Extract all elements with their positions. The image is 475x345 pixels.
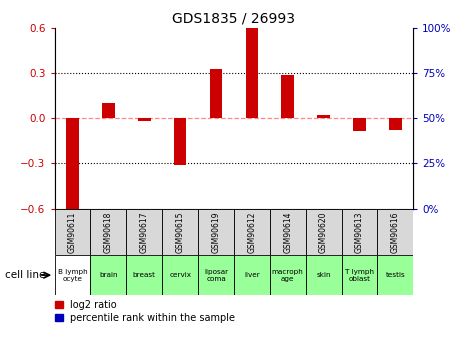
Bar: [198, 209, 234, 255]
Bar: [91, 209, 126, 255]
Title: GDS1835 / 26993: GDS1835 / 26993: [172, 11, 295, 25]
Text: B lymph
ocyte: B lymph ocyte: [58, 269, 87, 282]
Text: GSM90614: GSM90614: [283, 211, 292, 253]
Bar: [141, 119, 148, 128]
Bar: [174, 118, 186, 165]
Text: skin: skin: [316, 272, 331, 278]
Text: macroph
age: macroph age: [272, 269, 304, 282]
Text: brain: brain: [99, 272, 118, 278]
Legend: log2 ratio, percentile rank within the sample: log2 ratio, percentile rank within the s…: [55, 300, 235, 323]
Bar: [234, 209, 270, 255]
Bar: [248, 56, 255, 65]
Text: GSM90619: GSM90619: [211, 211, 220, 253]
Bar: [69, 168, 76, 177]
Text: GSM90620: GSM90620: [319, 211, 328, 253]
Text: liver: liver: [244, 272, 260, 278]
Bar: [378, 255, 413, 295]
Bar: [317, 115, 330, 118]
Bar: [389, 118, 401, 130]
Bar: [210, 69, 222, 118]
Bar: [270, 209, 306, 255]
Bar: [246, 28, 258, 118]
Bar: [342, 255, 378, 295]
Text: cell line: cell line: [5, 270, 45, 280]
Text: GSM90612: GSM90612: [247, 211, 257, 253]
Bar: [126, 209, 162, 255]
Bar: [320, 109, 327, 117]
Bar: [342, 209, 378, 255]
Bar: [198, 255, 234, 295]
Text: breast: breast: [133, 272, 156, 278]
Bar: [55, 255, 91, 295]
Bar: [285, 87, 291, 95]
Bar: [126, 255, 162, 295]
Bar: [213, 78, 219, 86]
Bar: [162, 255, 198, 295]
Bar: [306, 255, 342, 295]
Bar: [55, 209, 91, 255]
Bar: [91, 255, 126, 295]
Bar: [392, 150, 399, 159]
Text: GSM90618: GSM90618: [104, 211, 113, 253]
Text: GSM90615: GSM90615: [176, 211, 185, 253]
Bar: [282, 75, 294, 118]
Text: GSM90617: GSM90617: [140, 211, 149, 253]
Text: liposar
coma: liposar coma: [204, 269, 228, 282]
Bar: [105, 96, 112, 104]
Bar: [177, 157, 183, 166]
Bar: [162, 209, 198, 255]
Text: GSM90611: GSM90611: [68, 211, 77, 253]
Bar: [306, 209, 342, 255]
Text: cervix: cervix: [169, 272, 191, 278]
Bar: [353, 118, 366, 131]
Text: GSM90613: GSM90613: [355, 211, 364, 253]
Text: GSM90616: GSM90616: [391, 211, 400, 253]
Text: testis: testis: [385, 272, 405, 278]
Bar: [102, 103, 114, 118]
Bar: [356, 150, 363, 159]
Text: T lymph
oblast: T lymph oblast: [345, 269, 374, 282]
Bar: [270, 255, 306, 295]
Bar: [138, 118, 151, 121]
Bar: [378, 209, 413, 255]
Bar: [66, 118, 79, 212]
Bar: [234, 255, 270, 295]
